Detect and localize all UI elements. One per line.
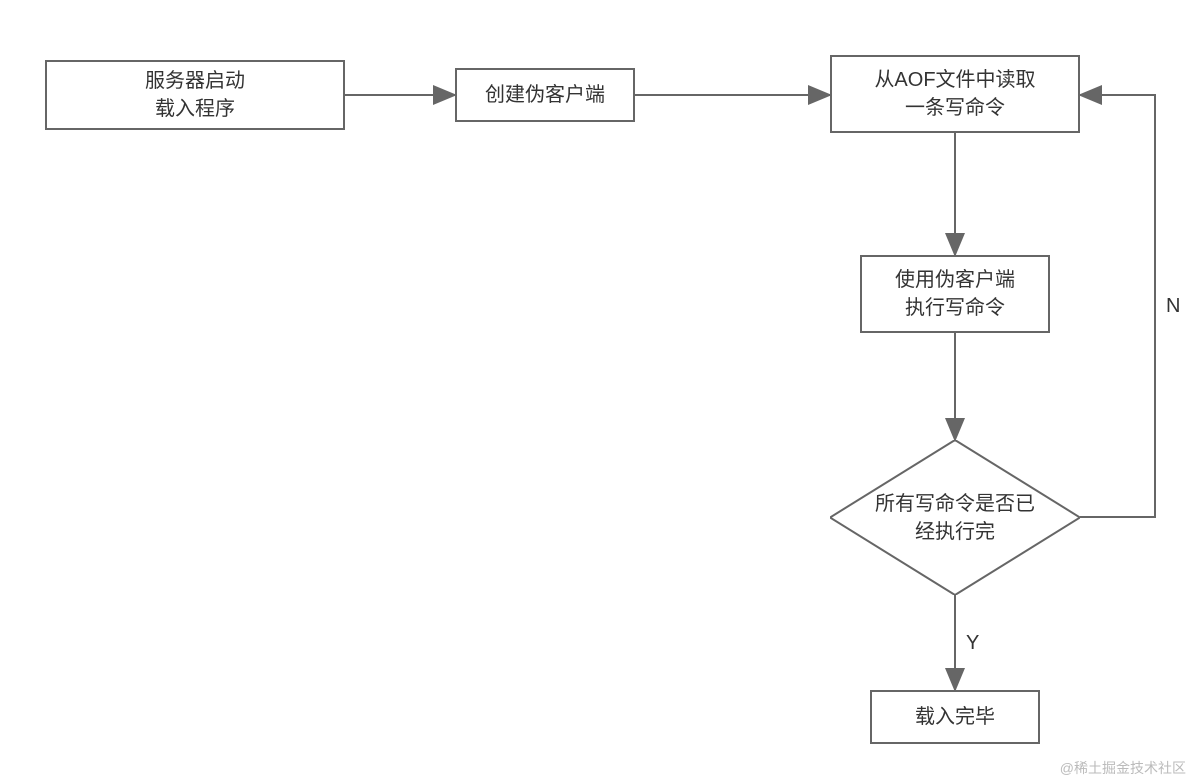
node-text: 从AOF文件中读取 [874, 66, 1035, 94]
flow-node-decision-all-done: 所有写命令是否已 经执行完 [830, 440, 1080, 595]
edge-label-yes: Y [962, 632, 983, 655]
edge-label-no: N [1162, 295, 1184, 318]
node-text: 经执行完 [875, 518, 1035, 546]
node-text: 创建伪客户端 [485, 81, 605, 109]
flow-node-exec-write: 使用伪客户端 执行写命令 [860, 255, 1050, 333]
flow-node-load-complete: 载入完毕 [870, 690, 1040, 744]
node-text: 一条写命令 [874, 94, 1035, 122]
node-text: 载入程序 [145, 95, 245, 123]
node-text: 执行写命令 [895, 294, 1015, 322]
node-text: 载入完毕 [915, 703, 995, 731]
node-text: 使用伪客户端 [895, 266, 1015, 294]
flow-node-server-start: 服务器启动 载入程序 [45, 60, 345, 130]
node-text: 服务器启动 [145, 67, 245, 95]
node-text: 所有写命令是否已 [875, 490, 1035, 518]
flow-node-read-aof: 从AOF文件中读取 一条写命令 [830, 55, 1080, 133]
flow-node-create-fake-client: 创建伪客户端 [455, 68, 635, 122]
watermark: @稀土掘金技术社区 [1060, 758, 1186, 778]
